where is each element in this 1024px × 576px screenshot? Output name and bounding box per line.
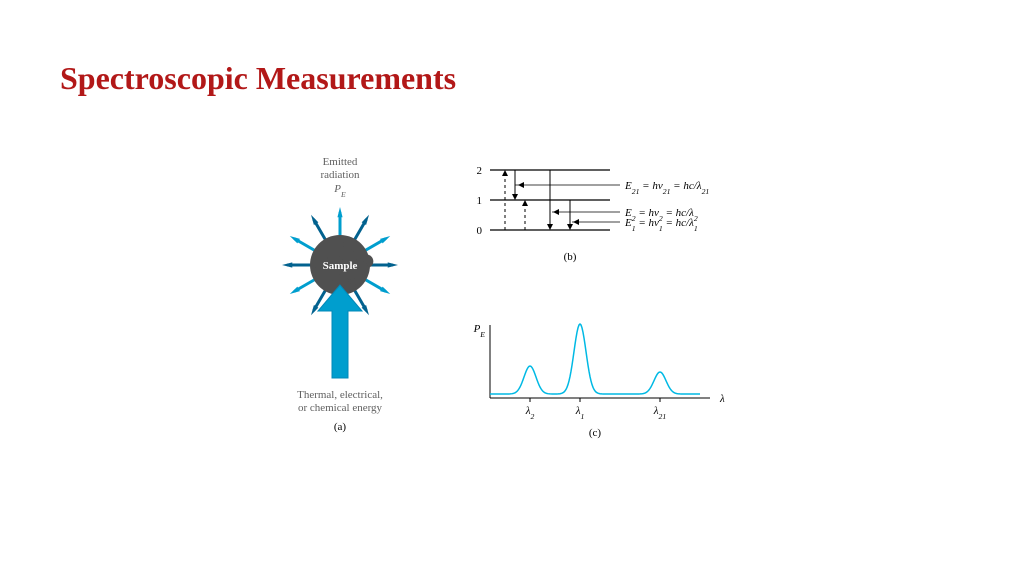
svg-text:λ21: λ21 bbox=[653, 405, 667, 421]
svg-text:E21 = hν21 = hc/λ21: E21 = hν21 = hc/λ21 bbox=[624, 180, 709, 196]
page-title: Spectroscopic Measurements bbox=[60, 60, 456, 97]
svg-text:Emitted: Emitted bbox=[323, 156, 358, 168]
svg-text:PE: PE bbox=[473, 323, 486, 339]
svg-text:2: 2 bbox=[477, 165, 483, 177]
figure-area: Emittedradiation PE Sample Thermal, electri… bbox=[270, 150, 770, 520]
svg-text:λ1: λ1 bbox=[575, 405, 585, 421]
svg-text:(c): (c) bbox=[589, 427, 602, 439]
svg-text:radiation: radiation bbox=[320, 169, 360, 181]
svg-text:PE: PE bbox=[333, 183, 346, 199]
svg-text:0: 0 bbox=[477, 225, 483, 237]
svg-text:(b): (b) bbox=[564, 251, 577, 263]
svg-text:λ2: λ2 bbox=[525, 405, 535, 421]
diagram-svg: Emittedradiation PE Sample Thermal, electri… bbox=[270, 150, 770, 520]
svg-text:or chemical energy: or chemical energy bbox=[298, 402, 383, 414]
svg-text:λ: λ bbox=[719, 393, 725, 405]
svg-text:Thermal, electrical,: Thermal, electrical, bbox=[297, 389, 383, 401]
svg-text:(a): (a) bbox=[334, 421, 347, 433]
svg-text:Sample: Sample bbox=[323, 260, 358, 272]
svg-text:1: 1 bbox=[477, 195, 483, 207]
